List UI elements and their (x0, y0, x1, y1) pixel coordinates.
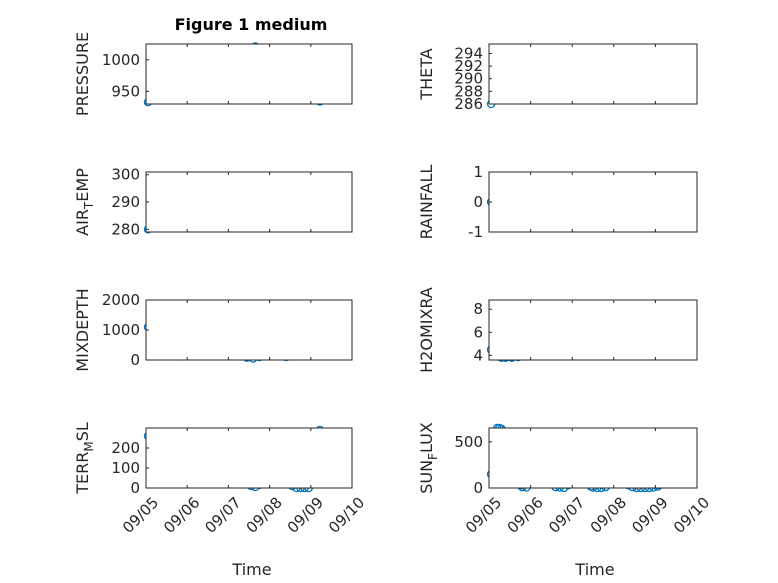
axes-frame (488, 427, 698, 489)
y-axis-label-main: THETA (417, 48, 436, 100)
y-tick-label: 1000 (102, 321, 140, 339)
y-axis-label-subscript: T (82, 201, 96, 210)
y-tick-label: 200 (111, 439, 140, 457)
y-axis-label-subscript: M (82, 441, 96, 451)
axes-frame (145, 171, 353, 233)
axes-frame (488, 43, 698, 105)
x-tick-label: 09/07 (545, 494, 588, 537)
y-tick-label: 0 (130, 351, 140, 369)
subplot-rainfall: -1 0 1 RAINFALL (417, 163, 698, 241)
y-axis-label: AIRTEMP (73, 168, 96, 236)
x-tick-label: 09/05 (462, 494, 505, 537)
y-axis-label-main: TERR (73, 452, 92, 495)
x-axis-label-left: Time (231, 560, 271, 579)
y-tick-label: 8 (473, 300, 483, 318)
y-tick-label: 292 (454, 57, 483, 75)
y-axis-label-main: RAINFALL (417, 165, 436, 240)
y-axis-label-main: AIR (73, 209, 92, 236)
y-axis-label: TERRMSL (73, 422, 96, 495)
x-tick-label: 09/09 (284, 494, 327, 537)
x-tick-label: 09/08 (587, 494, 630, 537)
y-axis-label: SUNFLUX (417, 422, 440, 494)
y-tick-label: 280 (111, 220, 140, 238)
y-axis-label-main: PRESSURE (73, 32, 92, 116)
axes-frame (145, 299, 353, 361)
y-axis-label: MIXDEPTH (73, 288, 92, 371)
x-tick-label: 09/09 (628, 494, 671, 537)
y-tick-label: 288 (454, 82, 483, 100)
x-tick-label: 09/08 (243, 494, 286, 537)
y-tick-label: 0 (130, 479, 140, 497)
y-tick-label: 1 (473, 163, 483, 181)
axes-frame (145, 427, 353, 489)
x-tick-label: 09/06 (504, 494, 547, 537)
subplot-mixdepth: 0 1000 2000 MIXDEPTH (73, 288, 353, 372)
x-tick-label: 09/07 (201, 494, 244, 537)
y-axis-label: RAINFALL (417, 165, 436, 240)
y-tick-label: 0 (473, 193, 483, 211)
y-axis-label: H2OMIXRA (417, 287, 436, 373)
y-tick-label: 300 (111, 166, 140, 184)
y-tick-label: 290 (454, 70, 483, 88)
y-tick-label: 100 (111, 459, 140, 477)
y-tick-label: 500 (454, 433, 483, 451)
y-axis-label-subscript: F (426, 453, 440, 460)
y-axis-label: PRESSURE (73, 32, 92, 116)
y-tick-label: -1 (468, 223, 483, 241)
subplot-air-temp: 280 290 300 AIRTEMP (73, 166, 353, 238)
subplot-h2omixra: 4 6 8 H2OMIXRA (417, 287, 698, 373)
x-axis-label-right: Time (574, 560, 614, 579)
y-tick-label: 294 (454, 44, 483, 62)
y-tick-label: 4 (473, 346, 483, 364)
y-axis-label-main: SUN (417, 460, 436, 494)
figure-title: Figure 1 medium (175, 15, 328, 34)
y-axis-label-main: MIXDEPTH (73, 288, 92, 371)
axes-frame (488, 171, 698, 233)
y-axis-label-tail: EMP (73, 168, 92, 202)
y-axis-label: THETA (417, 48, 436, 100)
axes-frame (145, 43, 353, 105)
y-axis-label-tail: LUX (417, 422, 436, 453)
y-tick-label: 1000 (102, 51, 140, 69)
y-tick-label: 0 (473, 479, 483, 497)
y-axis-label-tail: SL (73, 422, 92, 441)
y-tick-label: 950 (111, 82, 140, 100)
x-tick-label: 09/10 (670, 494, 713, 537)
y-tick-label: 290 (111, 193, 140, 211)
x-tick-label: 09/06 (160, 494, 203, 537)
y-tick-label: 286 (454, 95, 483, 113)
x-tick-label: 09/10 (325, 494, 368, 537)
y-tick-label: 2000 (102, 291, 140, 309)
subplot-pressure: 950 1000 PRESSURE (73, 32, 353, 116)
x-tick-label: 09/05 (119, 494, 162, 537)
y-axis-label-main: H2OMIXRA (417, 287, 436, 373)
axes-frame (488, 299, 698, 361)
y-tick-label: 6 (473, 323, 483, 341)
subplot-terr-msl: 0 100 200 TERRMSL 09/0509/0609/0709/0809/090… (73, 422, 368, 537)
subplot-sun-flux: 0 500 SUNFLUX 09/0509/0609/0709/0809/0909/1… (417, 422, 713, 537)
